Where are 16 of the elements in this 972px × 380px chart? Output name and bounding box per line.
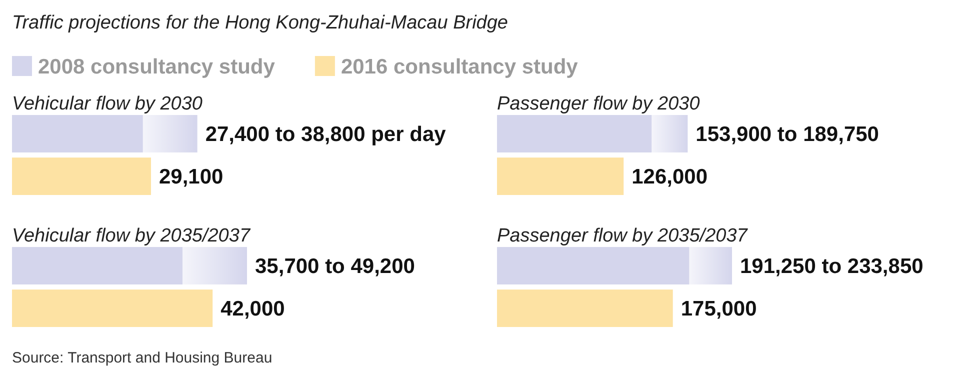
- chart-title: Passenger flow by 2035/2037: [497, 226, 749, 247]
- annotation: 27,400 to 38,800 per day: [205, 123, 446, 146]
- annotation: 35,700 to 49,200: [255, 255, 415, 278]
- chart-title: Vehicular flow by 2035/2037: [12, 226, 252, 247]
- text: Traffic projections for the Hong Kong-Zhuhai-Macau Bridge: [12, 12, 508, 34]
- data-label: 126,000: [632, 166, 708, 189]
- data-label: 175,000: [680, 298, 757, 321]
- legend-label: 2016 consultancy study: [340, 55, 578, 78]
- chart-title: Vehicular flow by 2030: [12, 94, 203, 115]
- legend-label: 2008 consultancy study: [38, 55, 276, 78]
- data-label: 42,000: [220, 298, 285, 321]
- annotation: 191,250 to 233,850: [740, 255, 924, 278]
- source-note: Source: Transport and Housing Bureau: [12, 349, 272, 366]
- annotation: 153,900 to 189,750: [696, 123, 879, 146]
- data-label: 29,100: [158, 166, 224, 189]
- chart-title: Passenger flow by 2030: [497, 94, 700, 115]
